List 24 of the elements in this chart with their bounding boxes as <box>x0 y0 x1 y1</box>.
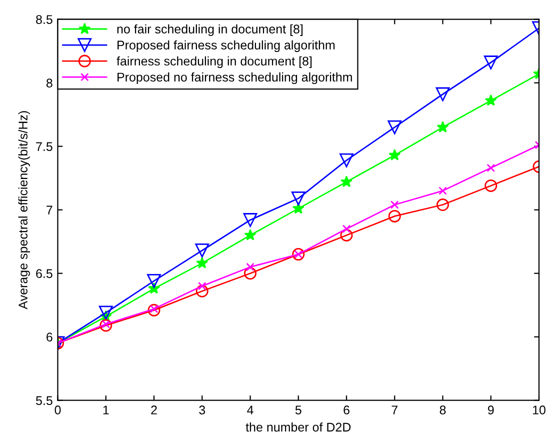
y-tick-label: 8.5 <box>36 15 52 24</box>
x-tick-label: 2 <box>151 406 157 414</box>
x-tick-label: 9 <box>488 406 494 414</box>
legend-label: no fair scheduling in document [8] <box>117 24 303 36</box>
x-tick-label: 0 <box>54 406 61 414</box>
x-tick-label: 1 <box>103 406 109 414</box>
y-tick-label: 6 <box>46 332 52 342</box>
legend-label: Proposed no fairness scheduling algorithm <box>118 72 352 84</box>
x-tick-label: 5 <box>295 406 302 414</box>
x-tick-label: 4 <box>247 406 254 414</box>
y-tick-label: 8 <box>46 78 52 88</box>
legend-label: fairness scheduling in document [8] <box>116 56 312 68</box>
x-tick-label: 3 <box>199 406 206 414</box>
y-tick-label: 5.5 <box>36 396 52 406</box>
y-axis-title: Average spectral efficiency(bit/s/Hz) <box>18 111 30 310</box>
x-tick-label: 10 <box>533 406 546 414</box>
y-tick-label: 7 <box>46 206 52 214</box>
y-tick-label: 7.5 <box>36 142 52 151</box>
x-axis-title: the number of D2D <box>246 422 351 432</box>
y-tick-label: 6.5 <box>36 269 52 278</box>
x-tick-label: 8 <box>440 406 446 414</box>
x-tick-label: 7 <box>392 406 398 414</box>
legend-label: Proposed fairness scheduling algorithm <box>118 40 335 52</box>
x-tick-label: 6 <box>344 406 350 414</box>
